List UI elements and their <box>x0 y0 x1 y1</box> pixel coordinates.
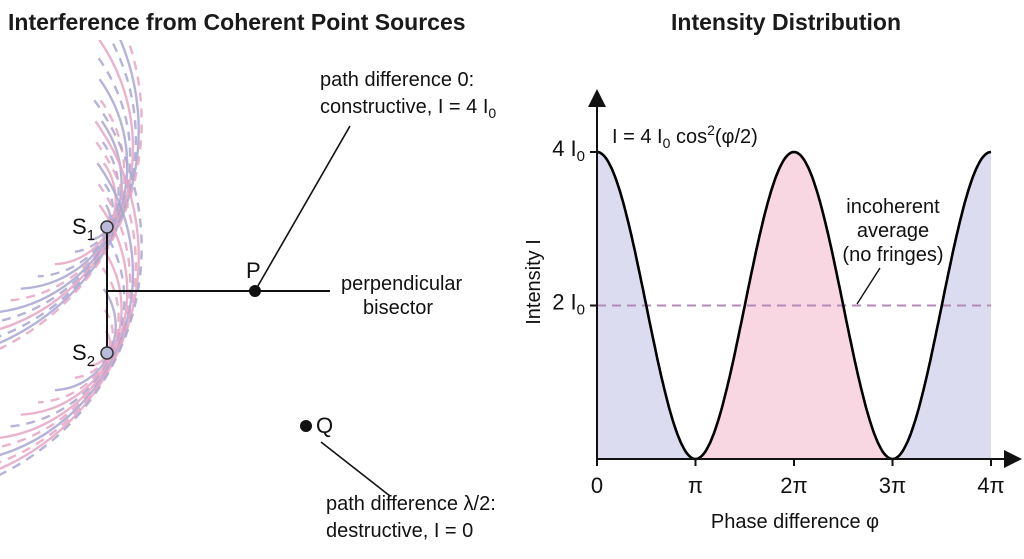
point-q-dot <box>300 420 312 432</box>
incoherent-leader-line <box>856 267 881 305</box>
constructive-annotation-line2: constructive, I = 4 I0 <box>320 96 496 121</box>
x-tick-label: 2π <box>780 473 807 498</box>
y-ticks: 4 I0 2 I0 <box>552 136 597 319</box>
x-tick-label: 3π <box>879 473 906 498</box>
destructive-leader-line <box>320 441 391 497</box>
constructive-leader-line <box>254 125 351 292</box>
wavefront-arc <box>71 309 115 380</box>
wavefront-arc <box>0 162 135 457</box>
source-s1-label: S1 <box>72 214 95 244</box>
bisector-label-line1: perpendicular <box>341 273 463 295</box>
x-tick-label: 4π <box>977 473 1004 498</box>
intensity-curve <box>596 150 992 461</box>
incoherent-label-line3: (no fringes) <box>842 244 943 266</box>
incoherent-label-line2: average <box>857 220 929 242</box>
bisector-label-line2: bisector <box>363 297 433 319</box>
source-s2-label: S2 <box>72 340 95 370</box>
y-tick-label: 4 I0 <box>552 136 585 165</box>
x-tick-label: π <box>688 473 703 498</box>
x-ticks: 0 π 2π 3π 4π <box>591 459 1005 498</box>
x-tick-label: 0 <box>591 473 603 498</box>
source-s1-dot <box>100 220 114 234</box>
y-tick-label: 2 I0 <box>552 290 585 319</box>
wavefronts <box>0 40 143 476</box>
wavefront-arc <box>0 40 143 350</box>
constructive-annotation-line1: path difference 0: <box>320 69 474 91</box>
wavefront-arc <box>0 120 140 470</box>
intensity-plot: 0 π 2π 3π 4π 4 I0 2 I0 <box>552 89 1022 498</box>
wavefront-arc <box>0 99 143 476</box>
destructive-annotation-line2: destructive, I = 0 <box>326 520 473 542</box>
x-axis-label: Phase difference φ <box>711 511 879 533</box>
point-q-label: Q <box>316 413 333 438</box>
y-axis-label: Intensity I <box>523 239 545 325</box>
formula-label: I = 4 I0 cos2(φ/2) <box>612 122 758 151</box>
incoherent-label-line1: incoherent <box>846 196 940 218</box>
source-s2-dot <box>100 346 114 360</box>
point-p-label: P <box>246 258 261 283</box>
left-title: Interference from Coherent Point Sources <box>8 9 466 35</box>
right-panel: Intensity Distribution 0 π 2π 3π 4π 4 I0 2 I0… <box>523 9 1022 533</box>
left-panel: Interference from Coherent Point Sources… <box>0 9 496 542</box>
destructive-annotation-line1: path difference λ/2: <box>326 493 496 515</box>
fill-region-right <box>892 152 991 459</box>
chart-title: Intensity Distribution <box>671 9 901 35</box>
wavefront-arc <box>71 183 115 254</box>
